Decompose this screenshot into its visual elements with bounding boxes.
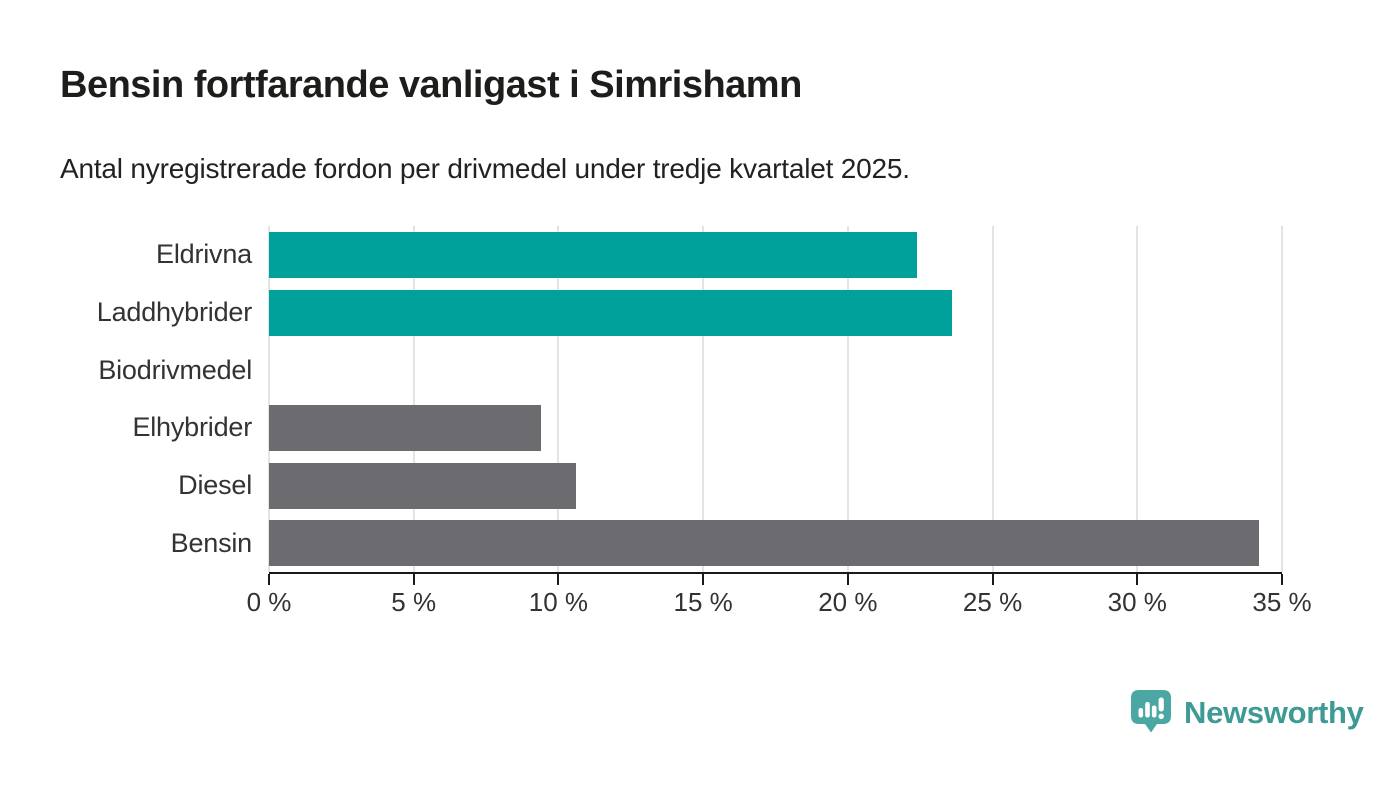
category-label-elhybrider: Elhybrider [132, 412, 252, 443]
axis-tick-label: 35 % [1252, 587, 1312, 617]
category-label-bensin: Bensin [170, 527, 253, 558]
category-labels: Eldrivna Laddhybrider Biodrivmedel Elhybrid… [40, 226, 252, 572]
category-label-eldrivna: Eldrivna [156, 239, 252, 270]
axis-tick-25 [991, 574, 994, 585]
axis-tick-label: 20 % [818, 587, 878, 617]
axis-tick-5 [412, 574, 415, 585]
gridline-35 [1281, 226, 1283, 572]
axis-tick-15 [702, 574, 705, 585]
gridline-30 [1136, 226, 1139, 572]
category-label-biodrivmedel: Biodrivmedel [98, 354, 252, 385]
axis-tick-label: 25 % [962, 587, 1023, 617]
axis-tick-label: 0 % [246, 587, 292, 617]
chart-title: Bensin fortfarande vanligast i Simrisham… [60, 64, 802, 106]
logo-text: Newsworthy [1184, 695, 1364, 730]
axis-tick-10 [557, 574, 560, 585]
axis-tick-30 [1136, 574, 1139, 585]
plot-area [268, 226, 1283, 574]
gridline-25 [991, 226, 994, 572]
gridline-20 [846, 226, 849, 572]
gridline-5 [412, 226, 415, 572]
x-axis: 0 % 5 % 10 % 15 % 20 % 25 % 30 % 35 % [247, 574, 1312, 624]
bar-diesel [269, 462, 576, 509]
axis-tick-label: 10 % [528, 587, 589, 617]
bar-eldrivna [269, 231, 918, 278]
gridline-10 [557, 226, 560, 572]
axis-tick-label: 15 % [673, 587, 733, 617]
newsworthy-logo: Newsworthy [1130, 688, 1364, 738]
category-label-diesel: Diesel [178, 469, 252, 500]
axis-tick-label: 5 % [391, 587, 437, 617]
category-label-laddhybrider: Laddhybrider [96, 296, 252, 327]
bar-laddhybrider [269, 289, 953, 336]
gridline-0 [268, 226, 270, 572]
newsworthy-bubble-chart-icon [1131, 690, 1171, 733]
bar-bensin [269, 520, 1259, 567]
chart-subtitle: Antal nyregistrerade fordon per drivmede… [60, 153, 910, 184]
gridline-15 [702, 226, 705, 572]
axis-tick-label: 30 % [1107, 587, 1167, 617]
axis-tick-35 [1281, 574, 1283, 585]
axis-tick-20 [846, 574, 849, 585]
bar-elhybrider [269, 404, 542, 451]
axis-tick-0 [268, 574, 270, 585]
